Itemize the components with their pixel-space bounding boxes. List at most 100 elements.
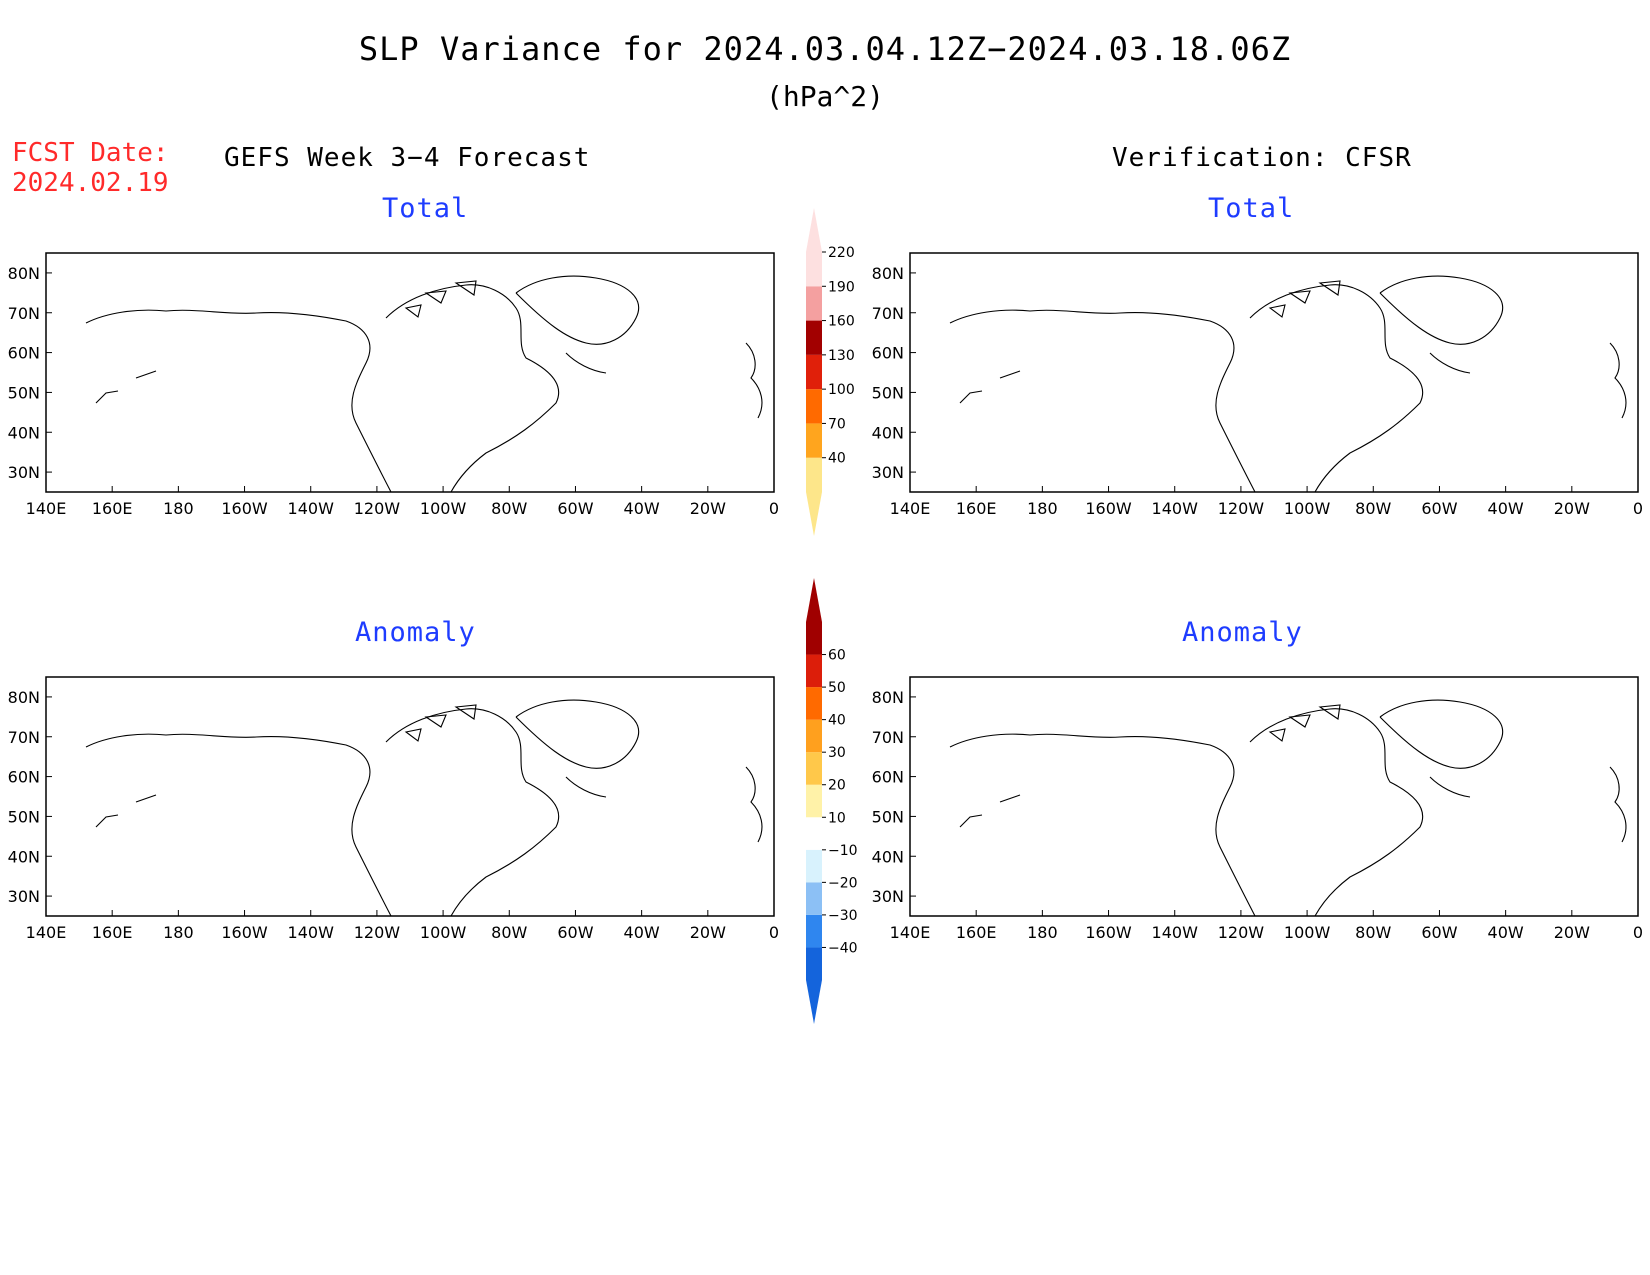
cfsr-anomaly-lon-tick-label: 160E bbox=[956, 923, 997, 942]
cfsr-total-lon-tick-label: 80W bbox=[1355, 499, 1391, 518]
gefs-total-lon-tick-label: 80W bbox=[491, 499, 527, 518]
cfsr-anomaly-lon-tick-label: 100W bbox=[1284, 923, 1331, 942]
gefs-total-lat-tick-label: 70N bbox=[8, 304, 40, 323]
gefs-anomaly-label: Anomaly bbox=[355, 617, 476, 648]
cfsr-anomaly-lon-tick-label: 180 bbox=[1027, 923, 1058, 942]
cfsr-anomaly-lon-tick-label: 140E bbox=[890, 923, 931, 942]
gefs-anomaly-lon-tick-label: 160E bbox=[92, 923, 133, 942]
gefs-anomaly-lon-tick-label: 120W bbox=[354, 923, 401, 942]
total-colorbar-swatch bbox=[806, 389, 822, 424]
gefs-total-coastline bbox=[515, 275, 639, 345]
cfsr-anomaly-label: Anomaly bbox=[1182, 617, 1303, 648]
cfsr-total-lon-tick-label: 20W bbox=[1554, 499, 1590, 518]
anomaly-colorbar-tick-label: 50 bbox=[828, 680, 846, 696]
gefs-anomaly-lon-tick-label: 80W bbox=[491, 923, 527, 942]
anomaly-colorbar: −40 −30 −20 −10 10 20 30 40 50 60 bbox=[806, 578, 858, 1024]
gefs-anomaly-lat-tick-label: 40N bbox=[8, 847, 40, 866]
total-colorbar: 40 70 100 130 160 190 220 bbox=[806, 208, 855, 536]
gefs-anomaly-coastline bbox=[565, 776, 607, 798]
cfsr-total-coastline bbox=[1609, 342, 1627, 419]
cfsr-total-lon-tick-label: 160W bbox=[1085, 499, 1132, 518]
gefs-anomaly-lon-tick-label: 40W bbox=[624, 923, 660, 942]
anomaly-colorbar-tick-label: 40 bbox=[828, 713, 846, 729]
cfsr-anomaly-lon-tick-label: 20W bbox=[1554, 923, 1590, 942]
cfsr-anomaly-lon-tick-label: 80W bbox=[1355, 923, 1391, 942]
total-colorbar-tick-label: 40 bbox=[828, 451, 846, 467]
anomaly-colorbar-tick-label: −30 bbox=[828, 908, 858, 924]
total-colorbar-tick-label: 70 bbox=[828, 416, 846, 432]
forecast-date: FCST Date: 2024.02.19 bbox=[12, 138, 169, 198]
cfsr-anomaly-coastline bbox=[1249, 708, 1424, 917]
cfsr-anomaly-lon-tick-label: 140W bbox=[1152, 923, 1199, 942]
gefs-total-lat-tick-label: 40N bbox=[8, 423, 40, 442]
anomaly-colorbar-swatch bbox=[806, 784, 822, 818]
gefs-anomaly-lon-tick-label: 0 bbox=[769, 923, 779, 942]
gefs-anomaly-coastline bbox=[404, 704, 477, 742]
cfsr-total-lon-tick-label: 120W bbox=[1218, 499, 1265, 518]
forecast-date-value: 2024.02.19 bbox=[12, 168, 169, 198]
gefs-total-lat-tick-label: 50N bbox=[8, 383, 40, 402]
cfsr-total-lon-tick-label: 0 bbox=[1633, 499, 1643, 518]
gefs-total-lon-tick-label: 60W bbox=[557, 499, 593, 518]
cfsr-total-coastline bbox=[959, 370, 1021, 404]
total-colorbar-swatch bbox=[806, 252, 822, 287]
gefs-total-coastline bbox=[85, 309, 392, 493]
cfsr-total-lon-tick-label: 160E bbox=[956, 499, 997, 518]
anomaly-colorbar-swatch bbox=[806, 849, 822, 883]
anomaly-colorbar-bottom-arrow bbox=[806, 980, 822, 1024]
axis-ticks: 140E 160E 180 160W 140W 120W 100W 80W 60W 40W 20W 0… bbox=[8, 264, 1643, 942]
coastlines bbox=[85, 275, 1627, 917]
cfsr-total-label: Total bbox=[1208, 193, 1295, 224]
gefs-total-lat-tick-label: 80N bbox=[8, 264, 40, 283]
right-column-title: Verification: CFSR bbox=[1112, 143, 1412, 173]
cfsr-anomaly-lat-tick-label: 70N bbox=[872, 728, 904, 747]
cfsr-total-lat-tick-label: 30N bbox=[872, 463, 904, 482]
gefs-total-coastline bbox=[385, 284, 560, 493]
forecast-date-label: FCST Date: bbox=[12, 138, 169, 168]
total-colorbar-bottom-arrow bbox=[806, 492, 822, 536]
anomaly-colorbar-tick-label: 30 bbox=[828, 745, 846, 761]
cfsr-total-lon-tick-label: 40W bbox=[1488, 499, 1524, 518]
cfsr-anomaly-lon-tick-label: 160W bbox=[1085, 923, 1132, 942]
gefs-anomaly-coastline bbox=[745, 766, 763, 843]
cfsr-anomaly-coastline bbox=[1429, 776, 1471, 798]
gefs-anomaly-coastline bbox=[385, 708, 560, 917]
gefs-total-lon-tick-label: 180 bbox=[163, 499, 194, 518]
total-colorbar-swatch bbox=[806, 457, 822, 492]
cfsr-total-lat-tick-label: 50N bbox=[872, 383, 904, 402]
gefs-anomaly-lon-tick-label: 60W bbox=[557, 923, 593, 942]
anomaly-colorbar-tick-label: −10 bbox=[828, 843, 858, 859]
anomaly-colorbar-swatch bbox=[806, 654, 822, 688]
anomaly-colorbar-swatch bbox=[806, 817, 822, 850]
total-colorbar-tick-label: 190 bbox=[828, 279, 855, 295]
cfsr-total-lat-tick-label: 40N bbox=[872, 423, 904, 442]
gefs-total-lon-tick-label: 160W bbox=[221, 499, 268, 518]
cfsr-anomaly-lat-tick-label: 80N bbox=[872, 688, 904, 707]
total-colorbar-swatch bbox=[806, 320, 822, 355]
cfsr-anomaly-lat-tick-label: 40N bbox=[872, 847, 904, 866]
cfsr-anomaly-frame bbox=[909, 676, 1639, 917]
cfsr-anomaly-lat-tick-label: 60N bbox=[872, 768, 904, 787]
anomaly-colorbar-swatch bbox=[806, 622, 822, 655]
gefs-anomaly-coastline bbox=[95, 794, 157, 828]
cfsr-total-lat-tick-label: 70N bbox=[872, 304, 904, 323]
total-colorbar-tick-label: 160 bbox=[828, 314, 855, 330]
cfsr-total-lon-tick-label: 140E bbox=[890, 499, 931, 518]
gefs-anomaly-coastline bbox=[515, 699, 639, 769]
gefs-anomaly-lon-tick-label: 100W bbox=[420, 923, 467, 942]
cfsr-anomaly-lat-tick-label: 30N bbox=[872, 887, 904, 906]
cfsr-total-coastline bbox=[1379, 275, 1503, 345]
anomaly-colorbar-tick-label: 60 bbox=[828, 648, 846, 664]
gefs-anomaly-lon-tick-label: 140E bbox=[26, 923, 67, 942]
total-colorbar-swatch bbox=[806, 286, 822, 321]
cfsr-anomaly-map bbox=[910, 677, 1638, 916]
gefs-anomaly-lon-tick-label: 140W bbox=[288, 923, 335, 942]
gefs-anomaly-lat-tick-label: 50N bbox=[8, 807, 40, 826]
gefs-total-lon-tick-label: 20W bbox=[690, 499, 726, 518]
gefs-anomaly-lat-tick-label: 60N bbox=[8, 768, 40, 787]
cfsr-total-lon-tick-label: 180 bbox=[1027, 499, 1058, 518]
anomaly-colorbar-tick-label: −20 bbox=[828, 875, 858, 891]
cfsr-total-map bbox=[910, 253, 1638, 492]
cfsr-anomaly-coastline bbox=[1379, 699, 1503, 769]
cfsr-total-lon-tick-label: 100W bbox=[1284, 499, 1331, 518]
